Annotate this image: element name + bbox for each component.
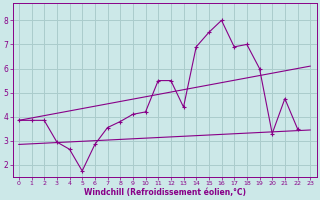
X-axis label: Windchill (Refroidissement éolien,°C): Windchill (Refroidissement éolien,°C): [84, 188, 245, 197]
